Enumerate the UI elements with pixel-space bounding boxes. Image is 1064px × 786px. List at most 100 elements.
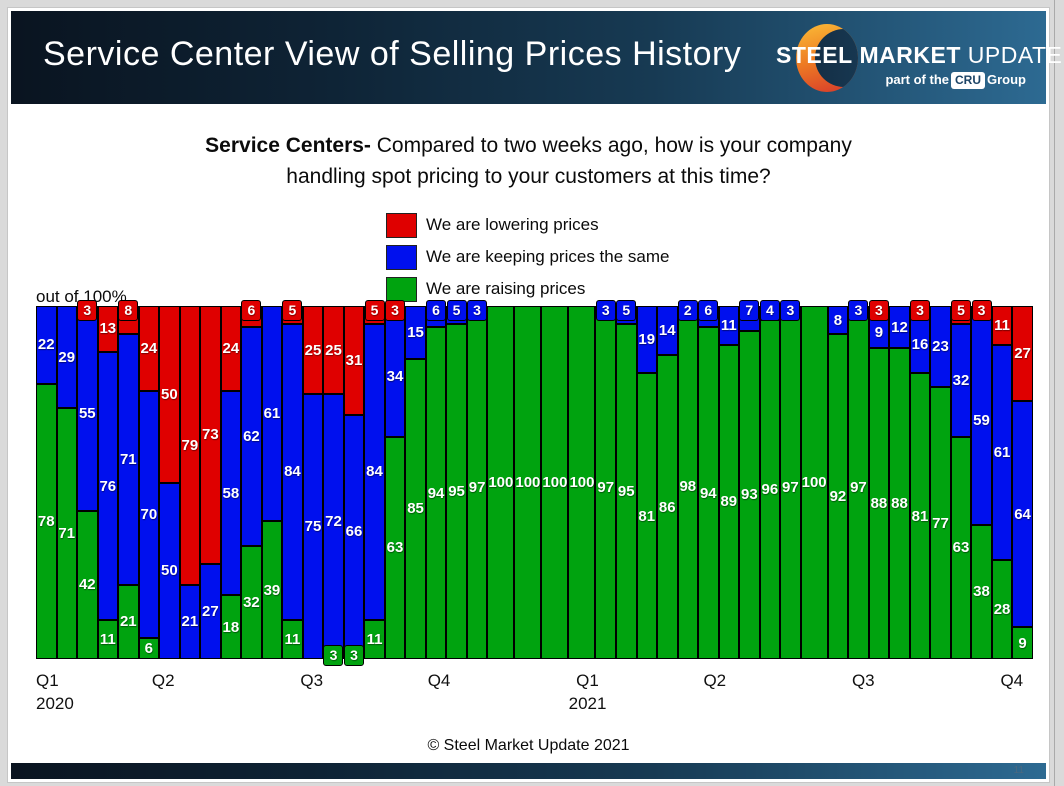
bar-column: 22 78 [36,306,57,659]
segment-label-raising: 95 [617,482,635,500]
page-number: 11 [1013,765,1024,776]
bar-column: 3 59 38 [971,300,992,659]
segment-label-raising: 86 [658,498,676,516]
segment-keeping: 71 [118,334,139,585]
question-rest: Compared to two weeks ago, how is your c… [370,134,852,157]
segment-raising: 94 [425,327,447,659]
segment-label-raising: 100 [569,474,595,491]
segment-raising: 97 [848,316,869,659]
segment-lowering: 25 [323,306,344,395]
segment-raising: 71 [56,408,78,659]
segment-label-raising: 39 [263,581,281,599]
segment-raising: 97 [595,316,616,659]
segment-label-raising: 32 [243,594,260,611]
segment-label-raising: 97 [468,479,486,497]
segment-raising: 11 [282,620,303,659]
legend-label-raising: We are raising prices [426,279,586,298]
segment-badge-keeping: 5 [446,300,467,321]
bar-column: 31 66 3 [343,306,365,666]
legend: We are lowering prices We are keeping pr… [386,209,669,305]
segment-badge-keeping: 3 [780,300,801,321]
segment-raising: 11 [364,620,385,659]
segment-label-lowering: 73 [202,426,219,444]
x-axis-tick-quarter: Q2 [151,671,175,690]
segment-label-raising: 98 [679,477,697,495]
segment-label-raising: 42 [78,576,96,594]
segment-raising: 95 [446,323,467,659]
segment-label-raising: 63 [386,539,404,557]
bar-column: 2 98 [677,300,699,659]
segment-label-raising: 97 [597,479,615,497]
x-axis-tick-quarter: Q1 [36,671,59,690]
segment-label-lowering: 11 [994,316,1010,334]
segment-keeping: 32 [950,323,972,437]
x-axis-tick-quarter: Q3 [300,671,324,690]
bar-column: 5 84 11 [282,300,303,659]
segment-keeping: 58 [220,390,242,596]
segment-keeping: 8 [827,306,849,335]
bar-column: 3 55 42 [77,300,98,659]
segment-label-raising: 71 [58,525,76,543]
segment-keeping: 70 [138,390,160,638]
segment-keeping: 34 [384,316,406,437]
x-axis-tick: Q1 2020 [36,669,74,715]
bar-column: 100 [568,306,596,659]
bar-column: 6 62 32 [241,300,262,659]
segment-label-lowering: 31 [345,352,363,370]
segment-raising: 97 [466,316,488,659]
segment-raising: 42 [77,510,98,659]
segment-badge-keeping: 3 [595,300,616,321]
segment-raising: 100 [514,306,542,659]
bar-column: 73 27 [200,306,221,659]
segment-badge-lowering: 6 [241,300,262,321]
segment-raising: 28 [991,560,1013,659]
segment-label-raising: 11 [99,631,116,649]
segment-label-raising: 11 [284,631,301,649]
smu-logo: STEEL MARKET UPDATE part of the CRU Group [776,15,1062,101]
segment-keeping: 23 [930,306,951,388]
segment-label-keeping: 72 [325,512,342,530]
chart-area: 22 78 29 71 3 55 42 13 76 11 8 71 21 24 70 6 50 50 79 21 73 2… [36,300,1033,666]
segment-label-raising: 77 [932,514,949,532]
segment-badge-raising: 3 [343,645,364,666]
segment-lowering: 11 [991,306,1013,345]
segment-label-keeping: 58 [222,484,240,502]
segment-label-keeping: 71 [119,451,137,469]
smu-logo-tagline: part of the CRU Group [885,72,1026,89]
legend-swatch-lowering-icon [386,212,417,238]
segment-label-raising: 18 [222,618,240,636]
bar-column: 100 [487,306,515,659]
segment-label-keeping: 61 [263,405,281,423]
segment-keeping: 61 [261,306,283,522]
segment-raising: 63 [950,436,972,659]
segment-badge-lowering: 3 [77,300,98,321]
segment-raising: 78 [36,383,57,659]
segment-lowering: 25 [302,306,324,395]
segment-keeping: 64 [1012,401,1033,628]
segment-badge-lowering: 3 [868,300,889,321]
segment-keeping: 59 [971,316,992,525]
segment-label-raising: 81 [911,507,929,525]
segment-keeping: 16 [909,316,931,374]
segment-raising: 100 [541,306,569,659]
segment-label-keeping: 15 [407,323,424,341]
segment-keeping: 29 [56,306,78,409]
bar-column: 25 72 3 [323,306,344,666]
segment-raising: 95 [615,323,637,659]
segment-raising: 100 [568,306,596,659]
segment-lowering: 27 [1012,306,1033,402]
segment-raising: 98 [677,313,699,659]
logo-steel: STEEL [776,42,853,68]
bar-column: 11 89 [718,306,740,659]
segment-badge-keeping: 2 [677,300,698,321]
bar-column: 100 [800,306,828,659]
segment-label-raising: 100 [542,474,568,491]
segment-label-keeping: 9 [874,323,884,341]
segment-raising: 63 [384,436,406,659]
bar-column: 14 86 [657,306,678,659]
segment-raising: 94 [698,327,719,659]
bar-column: 5 95 [446,300,467,659]
segment-badge-lowering: 5 [364,300,385,321]
segment-badge-lowering: 3 [909,300,930,321]
x-axis-tick: Q4 [428,669,451,692]
